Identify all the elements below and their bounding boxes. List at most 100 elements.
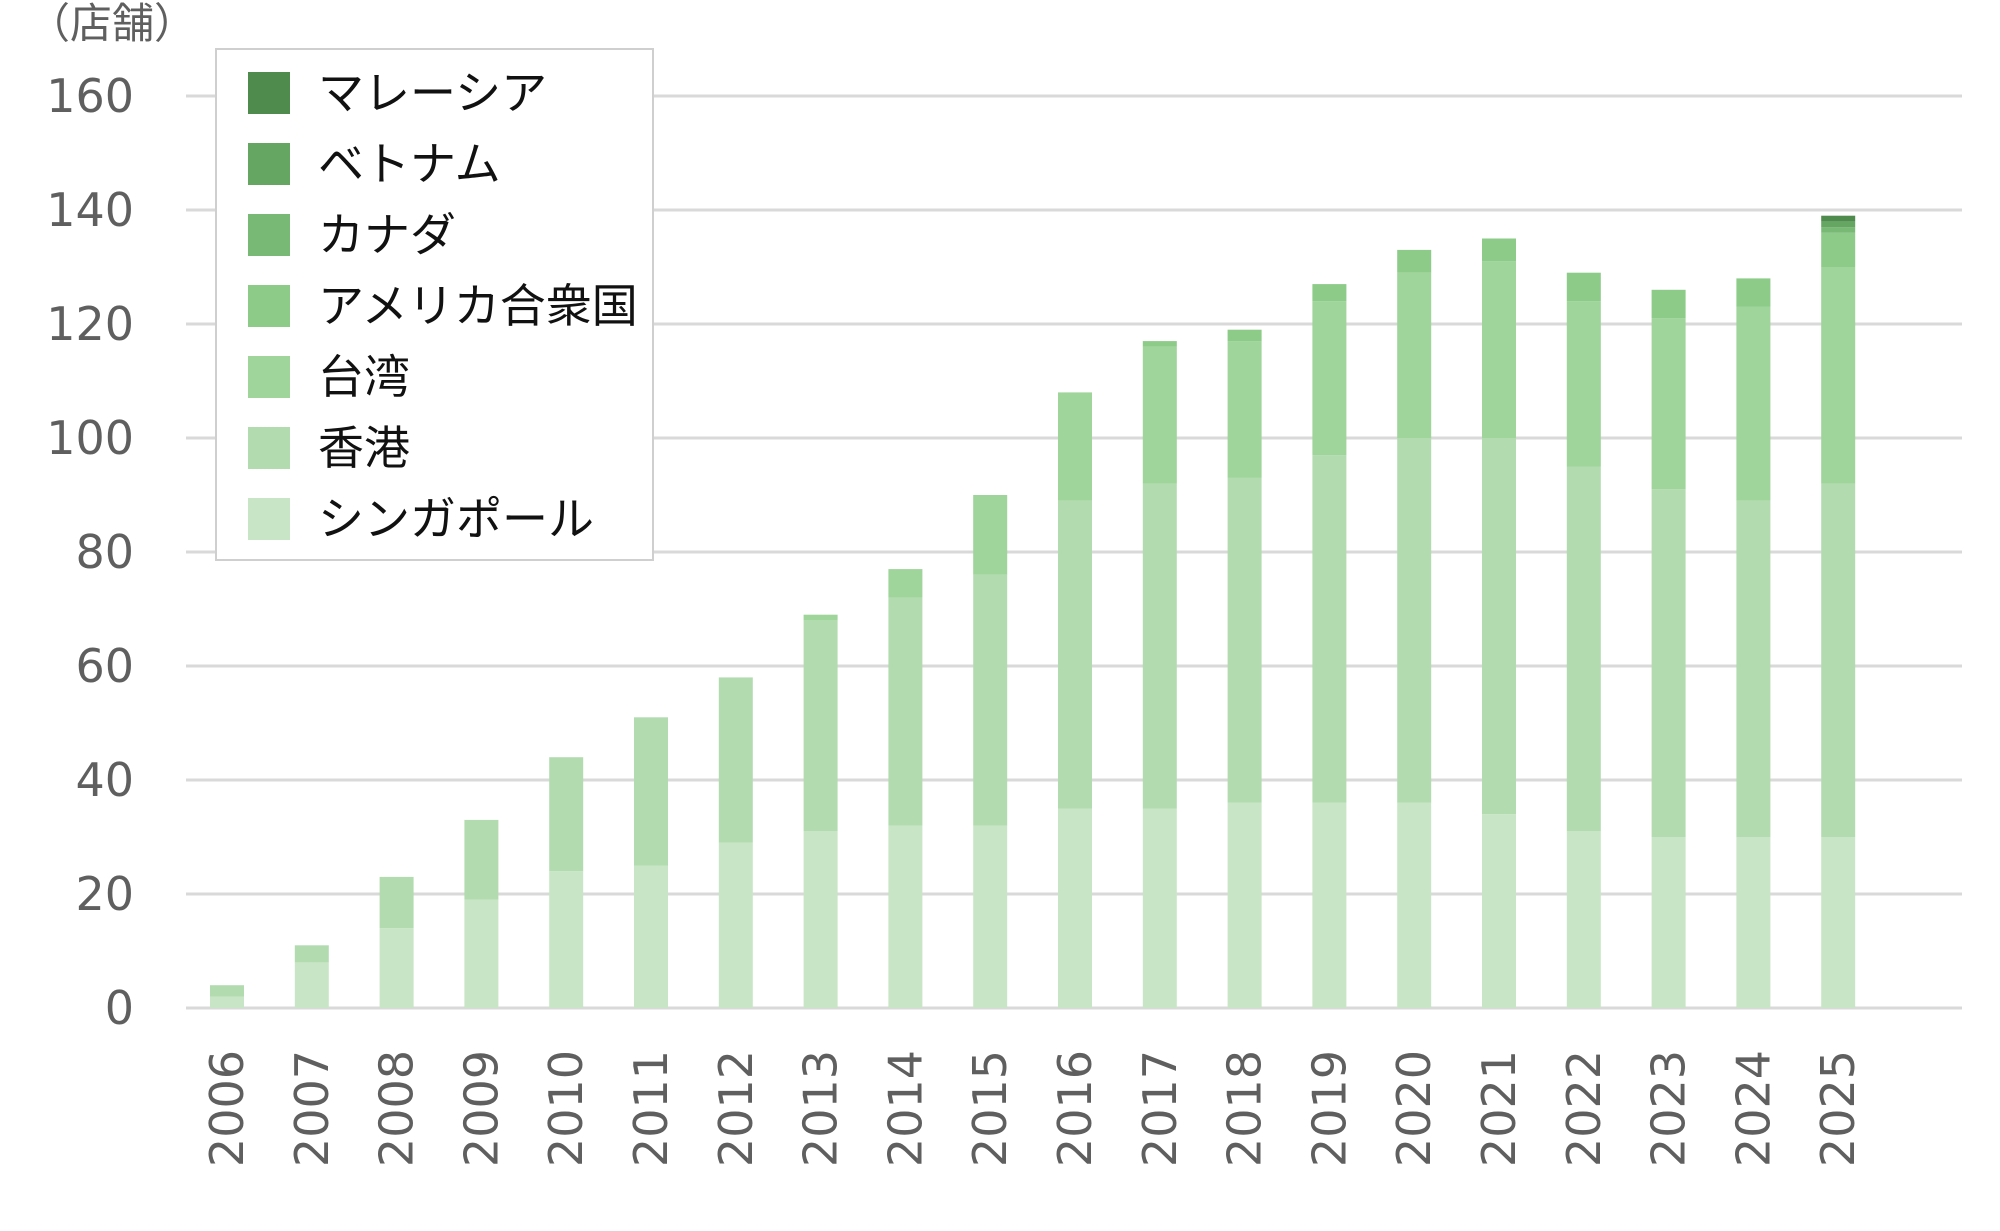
bar-segment	[1651, 837, 1686, 1008]
bar-segment	[973, 825, 1008, 1008]
bar-segment	[888, 597, 923, 826]
bar-segment	[1821, 483, 1856, 837]
y-tick-label: 60	[75, 639, 134, 693]
x-tick-label: 2022	[1557, 1050, 1611, 1167]
bar-segment	[973, 574, 1008, 826]
bar-segment	[888, 569, 923, 598]
bar-segment	[1397, 249, 1432, 273]
bar-segment	[210, 996, 244, 1008]
legend-swatch	[248, 214, 290, 256]
y-axis-unit-label: （店舗）	[28, 0, 196, 48]
bar-segment	[1736, 837, 1771, 1008]
x-tick-label: 2015	[963, 1050, 1017, 1167]
x-tick-label: 2006	[200, 1050, 254, 1167]
bar-segment	[1227, 329, 1262, 342]
y-axis-ticks: 0 20 40 60 80 100 120 140 160	[46, 69, 134, 1035]
legend-swatch	[248, 143, 290, 185]
bar-segment	[1482, 238, 1516, 262]
x-tick-label: 2021	[1472, 1050, 1526, 1167]
bar-segment	[1821, 232, 1856, 267]
legend-swatch	[248, 427, 290, 469]
y-tick-label: 120	[46, 297, 134, 351]
legend-swatch	[248, 356, 290, 398]
bar-segment	[634, 717, 668, 866]
bar-segment	[1397, 438, 1432, 803]
bar-segment	[1058, 500, 1092, 809]
x-tick-label: 2018	[1218, 1050, 1272, 1167]
bar-segment	[1397, 272, 1432, 438]
bar-segment	[1651, 318, 1686, 490]
legend-label: カナダ	[318, 208, 456, 262]
y-tick-label: 100	[46, 411, 134, 465]
x-tick-label: 2017	[1133, 1050, 1187, 1167]
y-tick-label: 40	[75, 753, 134, 807]
legend-swatch	[248, 72, 290, 114]
bars	[210, 215, 1856, 1008]
x-tick-label: 2016	[1048, 1050, 1102, 1167]
bar-segment	[1058, 808, 1092, 1008]
bar-segment	[1821, 227, 1856, 233]
bar-segment	[1482, 814, 1516, 1008]
y-tick-label: 20	[75, 867, 134, 921]
bar-segment	[1227, 341, 1262, 478]
bar-segment	[803, 614, 838, 621]
y-tick-label: 140	[46, 183, 134, 237]
x-tick-label: 2009	[454, 1050, 508, 1167]
bar-segment	[379, 928, 414, 1008]
x-tick-label: 2025	[1811, 1050, 1865, 1167]
bar-segment	[1736, 500, 1771, 837]
x-tick-label: 2013	[794, 1050, 848, 1167]
bar-segment	[1058, 392, 1092, 501]
bar-segment	[973, 495, 1008, 575]
x-tick-label: 2008	[370, 1050, 424, 1167]
bar-segment	[549, 757, 584, 872]
x-tick-label: 2024	[1726, 1050, 1780, 1167]
x-tick-label: 2020	[1387, 1050, 1441, 1167]
bar-segment	[1312, 455, 1347, 803]
x-tick-label: 2010	[539, 1050, 593, 1167]
y-tick-label: 160	[46, 69, 134, 123]
x-tick-label: 2023	[1642, 1050, 1696, 1167]
bar-segment	[464, 819, 499, 900]
bar-segment	[1821, 221, 1856, 228]
bar-segment	[549, 871, 584, 1008]
legend-swatch	[248, 498, 290, 540]
y-tick-label: 80	[75, 525, 134, 579]
bar-segment	[888, 825, 923, 1008]
bar-segment	[718, 677, 753, 843]
bar-segment	[1821, 215, 1856, 222]
bar-segment	[464, 899, 499, 1008]
bar-segment	[1736, 306, 1771, 501]
x-tick-label: 2007	[285, 1050, 339, 1167]
legend-swatch	[248, 285, 290, 327]
bar-segment	[210, 985, 244, 997]
bar-segment	[1736, 278, 1771, 307]
bar-segment	[634, 865, 668, 1008]
bar-segment	[1821, 267, 1856, 484]
x-tick-label: 2011	[624, 1050, 678, 1167]
bar-segment	[294, 962, 329, 1008]
bar-segment	[1227, 802, 1262, 1008]
bar-segment	[1142, 483, 1177, 809]
bar-segment	[1651, 289, 1686, 319]
legend-label: アメリカ合衆国	[318, 279, 638, 333]
bar-segment	[1566, 466, 1601, 832]
bar-segment	[803, 620, 838, 832]
x-tick-label: 2014	[878, 1050, 932, 1167]
x-tick-label: 2012	[709, 1050, 763, 1167]
x-axis-ticks: 2006 2007 2008 2009 2010 2011 2012 2013 2014 2015…	[200, 1050, 1865, 1167]
bar-segment	[379, 876, 414, 929]
bar-segment	[1821, 837, 1856, 1008]
legend-label: マレーシア	[318, 66, 547, 120]
bar-segment	[1566, 272, 1601, 302]
bar-segment	[1312, 284, 1347, 302]
bar-segment	[1397, 802, 1432, 1008]
bar-segment	[1142, 341, 1177, 347]
legend-label: 香港	[318, 421, 410, 475]
bar-segment	[718, 842, 753, 1008]
bar-segment	[1227, 477, 1262, 803]
legend-label: ベトナム	[318, 137, 501, 191]
bar-segment	[1566, 831, 1601, 1008]
